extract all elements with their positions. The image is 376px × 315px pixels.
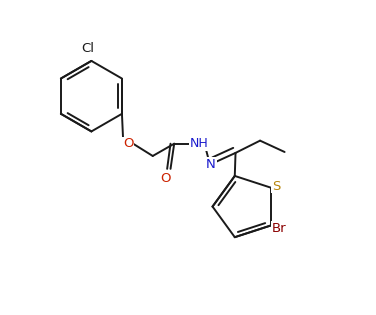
Text: Br: Br: [272, 222, 287, 235]
Text: Cl: Cl: [81, 42, 94, 54]
Text: O: O: [123, 137, 133, 150]
Text: S: S: [272, 180, 280, 192]
Text: NH: NH: [190, 137, 208, 150]
Text: O: O: [160, 172, 171, 185]
Text: N: N: [206, 158, 216, 171]
